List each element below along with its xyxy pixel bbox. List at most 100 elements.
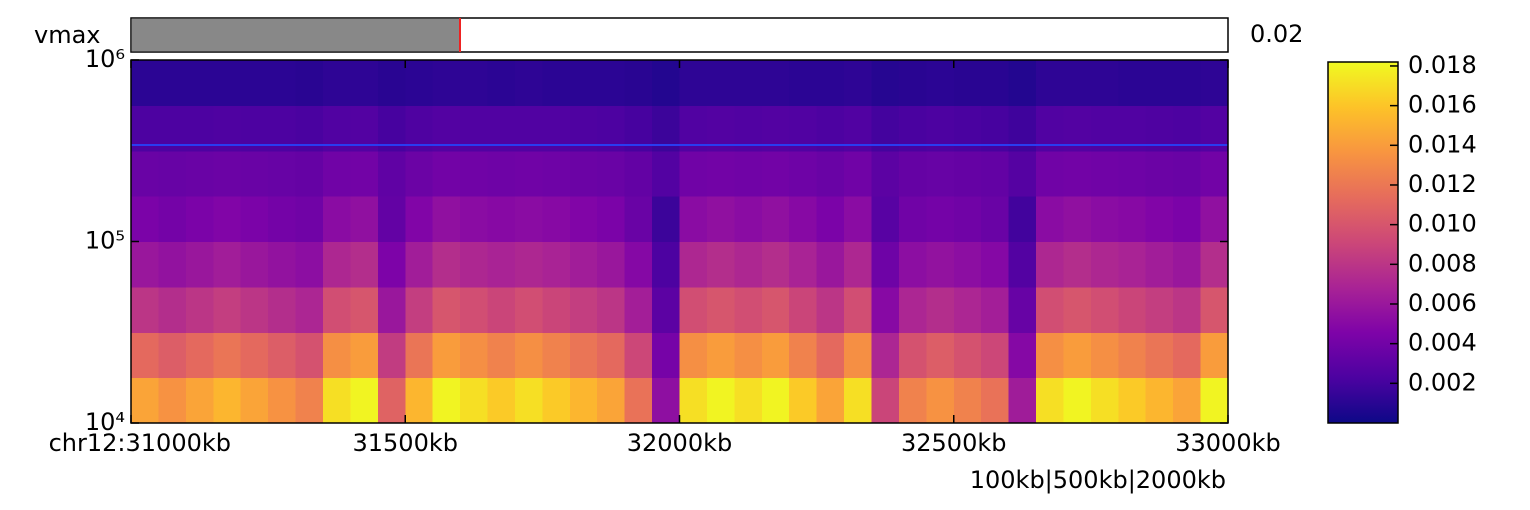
heatmap-cell <box>295 286 324 333</box>
heatmap-cell <box>487 196 516 243</box>
heatmap-cell <box>240 60 269 106</box>
heatmap-cell <box>624 241 653 288</box>
x-tick-label: 32000kb <box>627 429 732 457</box>
heatmap-cell <box>816 150 845 197</box>
heatmap-cell <box>295 105 324 152</box>
heatmap-cell <box>185 332 214 379</box>
heatmap-cell <box>405 332 434 379</box>
heatmap-cell <box>1118 377 1147 424</box>
y-tick-label: 10⁴ <box>85 408 125 436</box>
heatmap-cell <box>514 286 543 333</box>
heatmap-cell <box>542 105 571 152</box>
heatmap-cell <box>624 377 653 424</box>
heatmap-cell <box>789 241 818 288</box>
colorbar-tick-label: 0.016 <box>1408 91 1477 119</box>
heatmap-cell <box>953 286 982 333</box>
heatmap-cell <box>1145 150 1174 197</box>
heatmap-cell <box>816 286 845 333</box>
heatmap-cell <box>350 105 379 152</box>
heatmap-cell <box>706 377 735 424</box>
heatmap-cell <box>569 332 598 379</box>
heatmap-cell <box>1173 60 1202 106</box>
heatmap-cell <box>981 60 1010 106</box>
heatmap-cell <box>487 332 516 379</box>
heatmap-cell <box>789 377 818 424</box>
heatmap-cell <box>1063 150 1092 197</box>
heatmap-cell <box>1200 332 1229 379</box>
heatmap-cell <box>213 60 242 106</box>
heatmap-cell <box>597 105 626 152</box>
heatmap-cell <box>158 377 187 424</box>
heatmap-cell <box>1036 105 1065 152</box>
heatmap-cell <box>597 241 626 288</box>
heatmap-cell <box>322 60 351 106</box>
heatmap-cell <box>240 196 269 243</box>
heatmap-cell <box>761 60 790 106</box>
heatmap-cell <box>761 241 790 288</box>
heatmap-cell <box>1200 286 1229 333</box>
heatmap-cell <box>953 241 982 288</box>
heatmap-cell <box>240 332 269 379</box>
heatmap-cell <box>1063 241 1092 288</box>
heatmap-cell <box>514 332 543 379</box>
heatmap-cell <box>844 377 873 424</box>
heatmap-cell <box>844 105 873 152</box>
heatmap-cell <box>1118 60 1147 106</box>
colorbar-tick-label: 0.008 <box>1408 249 1477 277</box>
heatmap-cell <box>1145 241 1174 288</box>
heatmap-cell <box>1090 105 1119 152</box>
heatmap-cell <box>1090 196 1119 243</box>
heatmap-cell <box>514 377 543 424</box>
heatmap-cell <box>131 105 160 152</box>
heatmap-cell <box>652 332 681 379</box>
heatmap-cell <box>514 196 543 243</box>
heatmap-cell <box>1145 60 1174 106</box>
x-tick-label: chr12:31000kb <box>49 429 231 457</box>
heatmap-cell <box>706 196 735 243</box>
heatmap-cell <box>624 286 653 333</box>
heatmap-cell <box>1036 60 1065 106</box>
heatmap-cell <box>734 377 763 424</box>
heatmap-cell <box>268 332 297 379</box>
heatmap-cell <box>597 332 626 379</box>
heatmap-cell <box>514 105 543 152</box>
heatmap-cell <box>898 332 927 379</box>
heatmap-cell <box>1008 286 1037 333</box>
heatmap-cell <box>679 241 708 288</box>
heatmap-cell <box>1090 332 1119 379</box>
heatmap-cell <box>213 150 242 197</box>
slider-label: vmax <box>34 21 101 49</box>
heatmap-cell <box>514 60 543 106</box>
colorbar-tick-label: 0.004 <box>1408 329 1477 357</box>
heatmap-cell <box>240 150 269 197</box>
heatmap-cell <box>871 377 900 424</box>
heatmap-cell <box>652 60 681 106</box>
heatmap-cell <box>432 286 461 333</box>
heatmap-cell <box>1090 377 1119 424</box>
heatmap-cell <box>1200 150 1229 197</box>
heatmap-cell <box>213 332 242 379</box>
heatmap-cell <box>706 241 735 288</box>
heatmap-cell <box>131 377 160 424</box>
heatmap-cell <box>268 196 297 243</box>
heatmap-cell <box>240 105 269 152</box>
heatmap-cell <box>816 196 845 243</box>
heatmap-cell <box>1200 60 1229 106</box>
heatmap-cell <box>569 241 598 288</box>
heatmap-cell <box>652 105 681 152</box>
heatmap-cell <box>268 286 297 333</box>
heatmap-cell <box>322 286 351 333</box>
heatmap-cell <box>487 60 516 106</box>
heatmap-cell <box>268 60 297 106</box>
heatmap-cell <box>761 196 790 243</box>
heatmap-cell <box>652 286 681 333</box>
heatmap-cell <box>679 332 708 379</box>
heatmap-cell <box>624 60 653 106</box>
heatmap-cell <box>816 377 845 424</box>
heatmap-cell <box>487 241 516 288</box>
heatmap-cell <box>953 196 982 243</box>
heatmap-cell <box>679 286 708 333</box>
heatmap-cell <box>844 196 873 243</box>
heatmap-cell <box>679 105 708 152</box>
heatmap-cell <box>1118 150 1147 197</box>
